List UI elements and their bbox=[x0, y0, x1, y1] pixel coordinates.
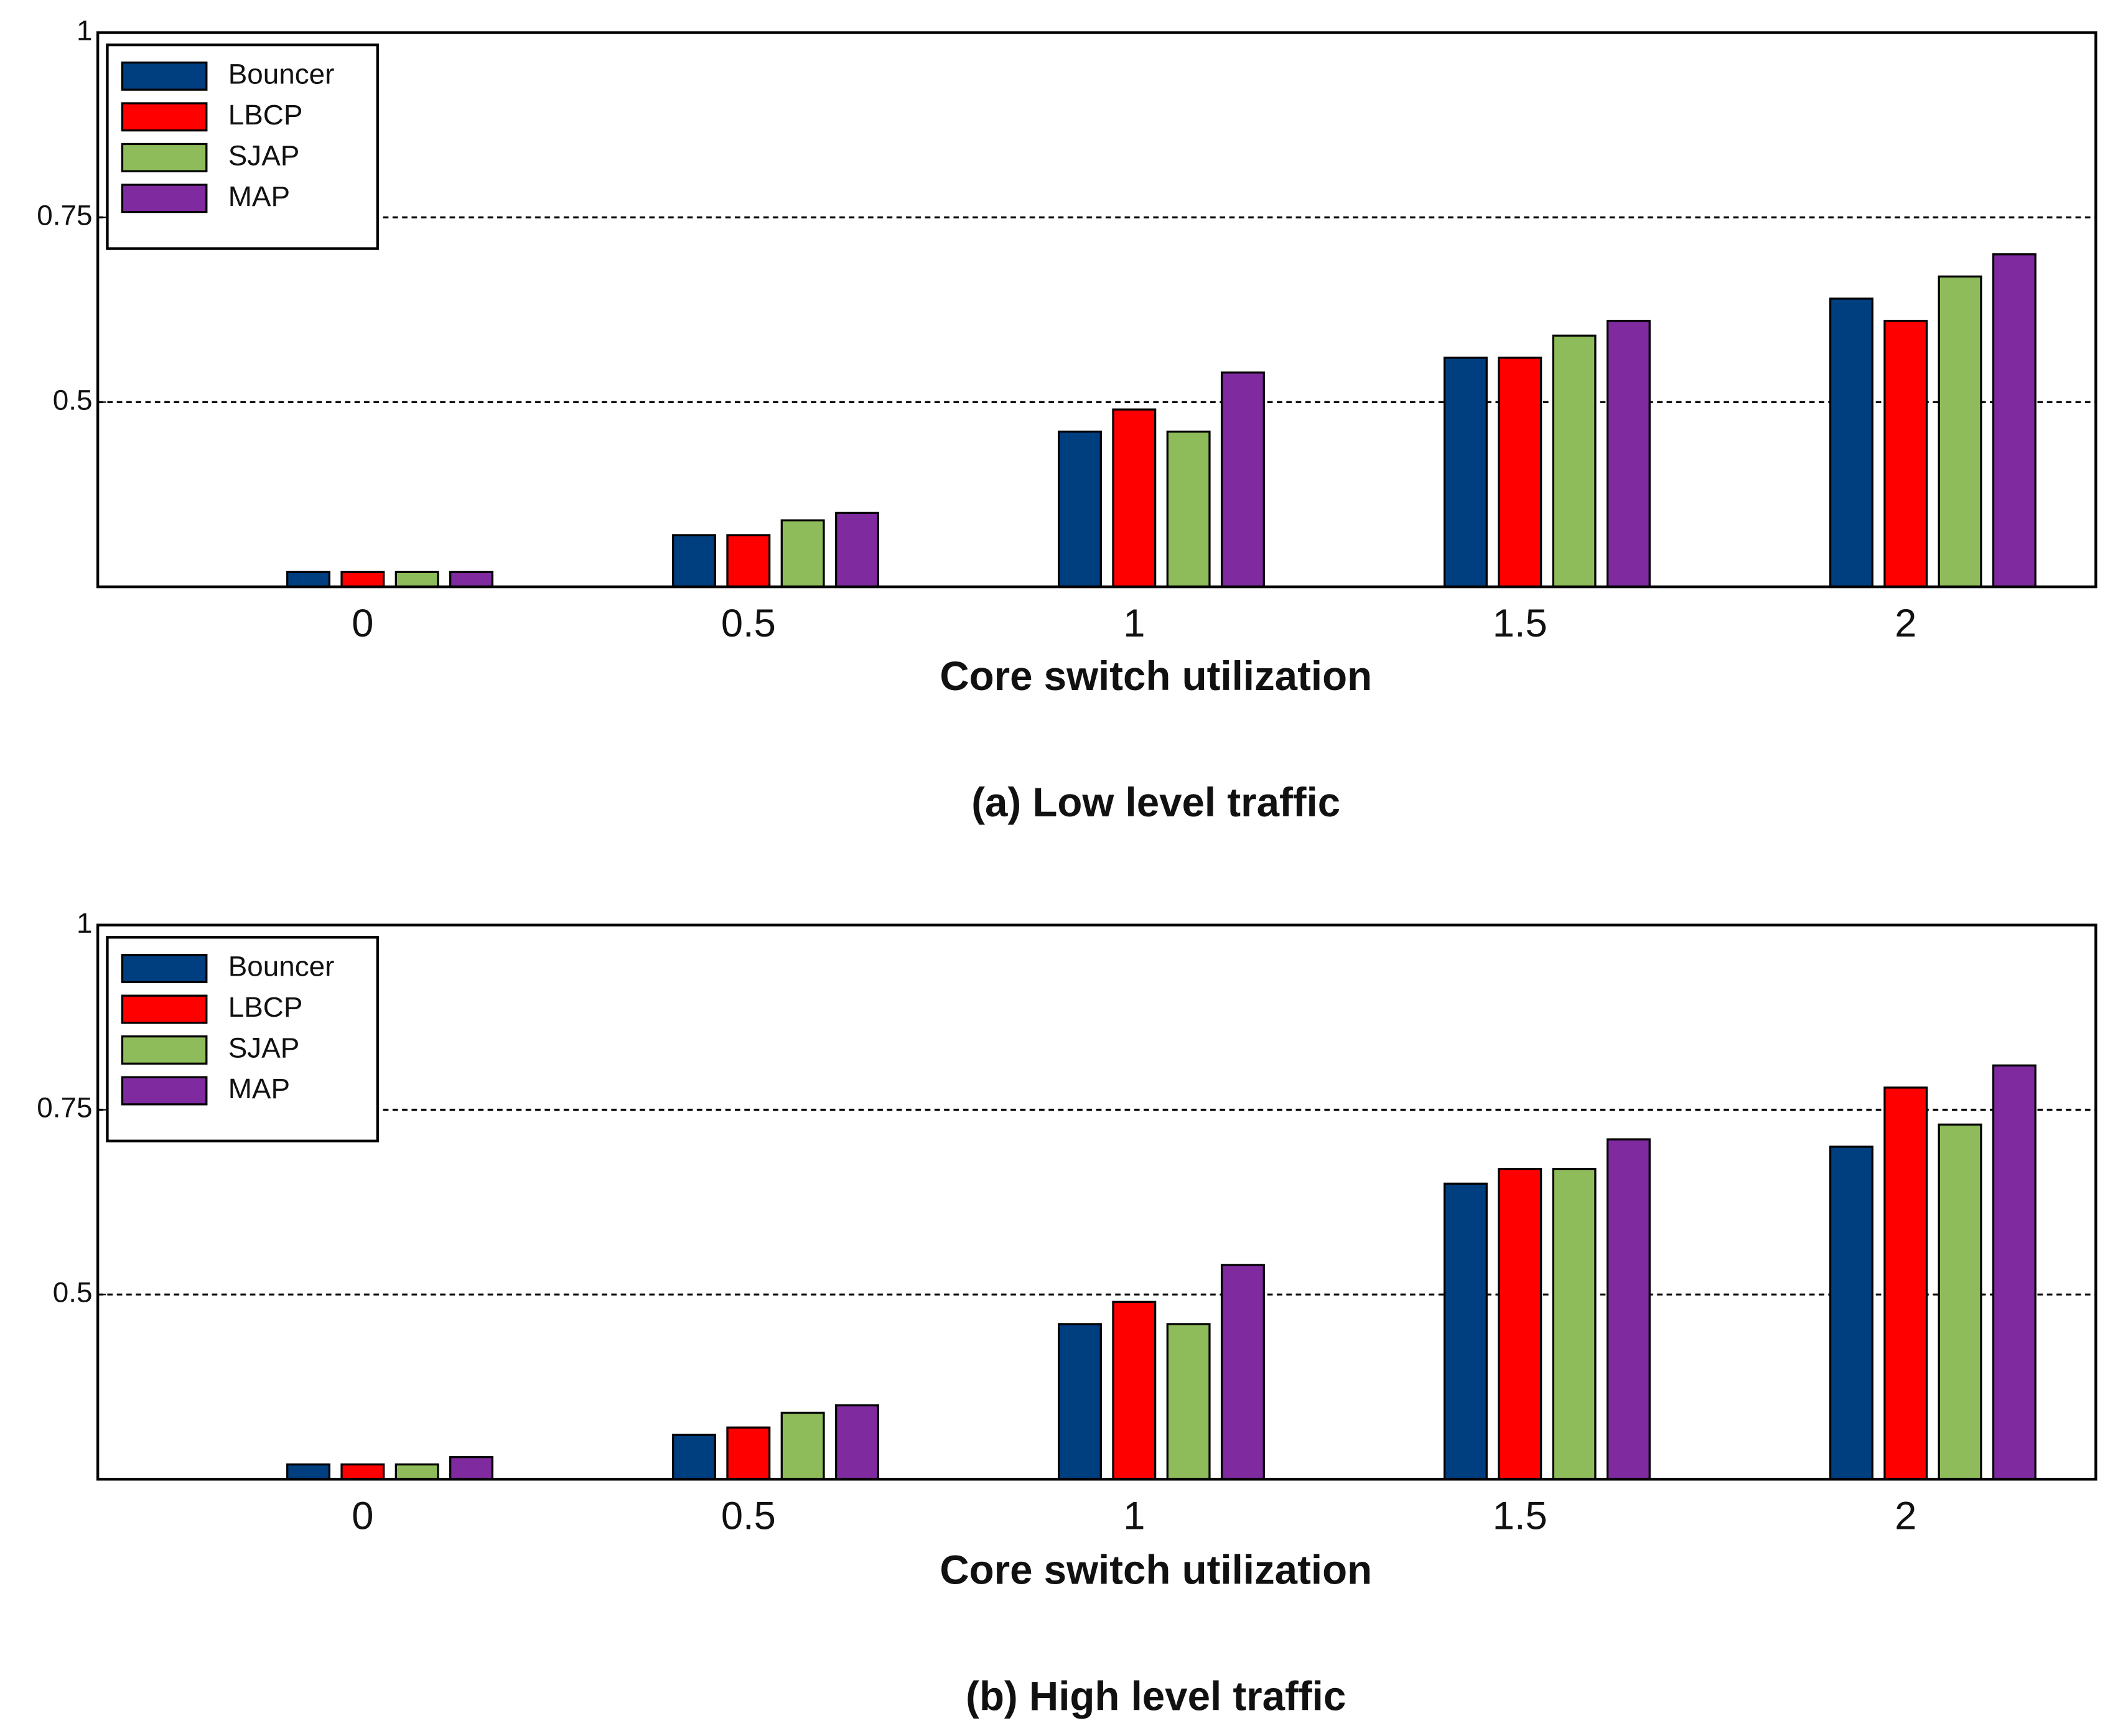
y-tick-label: 0.5 bbox=[53, 384, 93, 416]
bar bbox=[449, 571, 493, 588]
x-tick-label: 1 bbox=[1123, 602, 1145, 645]
bar bbox=[1552, 334, 1597, 588]
bar bbox=[1166, 1323, 1211, 1480]
bar bbox=[1829, 297, 1873, 588]
bar bbox=[1552, 1167, 1597, 1480]
bar bbox=[1112, 408, 1157, 588]
bar bbox=[726, 534, 771, 588]
bar bbox=[1606, 1138, 1651, 1480]
legend-swatch bbox=[121, 1076, 208, 1106]
legend-label: SJAP bbox=[228, 139, 300, 171]
bar bbox=[1220, 371, 1265, 588]
bar bbox=[394, 571, 439, 588]
bar bbox=[1057, 431, 1102, 588]
x-tick-label: 0.5 bbox=[721, 602, 776, 645]
legend-label: Bouncer bbox=[228, 951, 335, 982]
bar bbox=[340, 1463, 385, 1480]
y-tick-label: 0.5 bbox=[53, 1277, 93, 1309]
legend-label: LBCP bbox=[228, 991, 303, 1023]
bar bbox=[1883, 1086, 1928, 1480]
x-tick-label: 0 bbox=[352, 602, 373, 645]
legend-swatch bbox=[121, 142, 208, 172]
bar bbox=[449, 1456, 493, 1480]
bar bbox=[286, 571, 331, 588]
legend-label: LBCP bbox=[228, 99, 303, 131]
y-tick-label: 0.75 bbox=[37, 199, 92, 231]
legend-swatch bbox=[121, 1035, 208, 1065]
x-tick-label: 1.5 bbox=[1493, 1494, 1547, 1538]
bar bbox=[834, 511, 879, 588]
y-tick-label: 1 bbox=[77, 907, 92, 939]
bar bbox=[1166, 431, 1211, 588]
bar bbox=[1992, 1064, 2037, 1480]
bar bbox=[780, 1411, 825, 1480]
y-tick-label: 1 bbox=[77, 15, 92, 47]
legend-swatch bbox=[121, 184, 208, 213]
bar bbox=[1220, 1264, 1265, 1480]
legend-swatch bbox=[121, 61, 208, 91]
bar bbox=[834, 1404, 879, 1480]
bar bbox=[672, 534, 716, 588]
legend-swatch bbox=[121, 102, 208, 132]
bar bbox=[394, 1463, 439, 1480]
legend-label: Bouncer bbox=[228, 58, 335, 90]
x-tick-label: 0 bbox=[352, 1494, 373, 1538]
bar bbox=[726, 1426, 771, 1480]
x-tick-label: 2 bbox=[1895, 1494, 1916, 1538]
bar bbox=[1112, 1300, 1157, 1480]
x-axis-label: Core switch utilization bbox=[940, 1547, 1372, 1592]
bar bbox=[1498, 1167, 1542, 1480]
y-tick-label: 0.75 bbox=[37, 1092, 92, 1124]
legend-swatch bbox=[121, 954, 208, 984]
bar bbox=[672, 1434, 716, 1480]
legend-label: MAP bbox=[228, 180, 290, 212]
bar bbox=[1606, 319, 1651, 588]
bar bbox=[780, 519, 825, 588]
bar bbox=[1938, 1123, 1982, 1480]
legend-label: MAP bbox=[228, 1073, 290, 1104]
bar bbox=[1938, 275, 1982, 588]
legend-label: SJAP bbox=[228, 1032, 300, 1064]
plot-frame bbox=[96, 923, 2097, 1481]
plot-frame bbox=[96, 31, 2097, 589]
x-tick-label: 0.5 bbox=[721, 1494, 776, 1538]
chart-title: (a) Low level traffic bbox=[971, 780, 1340, 825]
bar bbox=[1992, 253, 2037, 588]
x-tick-label: 2 bbox=[1895, 602, 1916, 645]
x-tick-label: 1 bbox=[1123, 1494, 1145, 1538]
bar bbox=[1498, 357, 1542, 588]
bar bbox=[340, 571, 385, 588]
bar bbox=[286, 1463, 331, 1480]
chart-title: (b) High level traffic bbox=[966, 1673, 1346, 1719]
legend-swatch bbox=[121, 994, 208, 1024]
x-tick-label: 1.5 bbox=[1493, 602, 1547, 645]
bar bbox=[1829, 1146, 1873, 1480]
x-axis-label: Core switch utilization bbox=[940, 653, 1372, 699]
bar bbox=[1443, 357, 1488, 588]
bar bbox=[1883, 319, 1928, 588]
bar bbox=[1443, 1182, 1488, 1480]
bar bbox=[1057, 1323, 1102, 1480]
